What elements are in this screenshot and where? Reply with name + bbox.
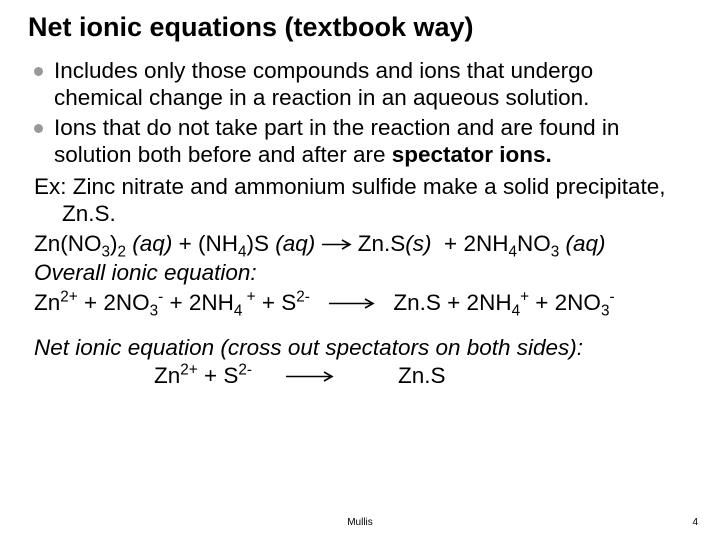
overall-label: Overall ionic equation:	[34, 259, 686, 286]
bullet-2-bold: spectator ions.	[392, 142, 552, 167]
net-left: Zn2+ + S2-	[154, 363, 252, 389]
net-ionic-label: Net ionic equation (cross out spectators…	[34, 334, 686, 361]
overall-ionic-equation: Zn2+ + 2NO3- + 2NH4 + + S2- Zn.S + 2NH4+…	[34, 289, 686, 316]
net-ionic-block: Net ionic equation (cross out spectators…	[34, 334, 686, 389]
bullet-list: Includes only those compounds and ions t…	[34, 57, 686, 169]
bullet-1: Includes only those compounds and ions t…	[34, 57, 686, 112]
footer-author: Mullis	[347, 517, 373, 528]
arrow-icon	[286, 371, 334, 382]
molecular-equation: Zn(NO3)2 (aq) + (NH4)S (aq) Zn.S(s) + 2N…	[34, 230, 686, 257]
slide-title: Net ionic equations (textbook way)	[28, 12, 686, 43]
net-right: Zn.S	[398, 363, 446, 389]
slide: Net ionic equations (textbook way) Inclu…	[0, 0, 720, 389]
example-line: Ex: Zinc nitrate and ammonium sulfide ma…	[34, 173, 686, 228]
arrow-icon	[329, 298, 375, 309]
footer-page-number: 4	[692, 517, 698, 528]
bullet-2: Ions that do not take part in the reacti…	[34, 114, 686, 169]
net-ionic-equation: Zn2+ + S2- Zn.S	[34, 363, 686, 389]
bullet-1-text: Includes only those compounds and ions t…	[54, 58, 593, 110]
arrow-icon	[322, 239, 352, 250]
